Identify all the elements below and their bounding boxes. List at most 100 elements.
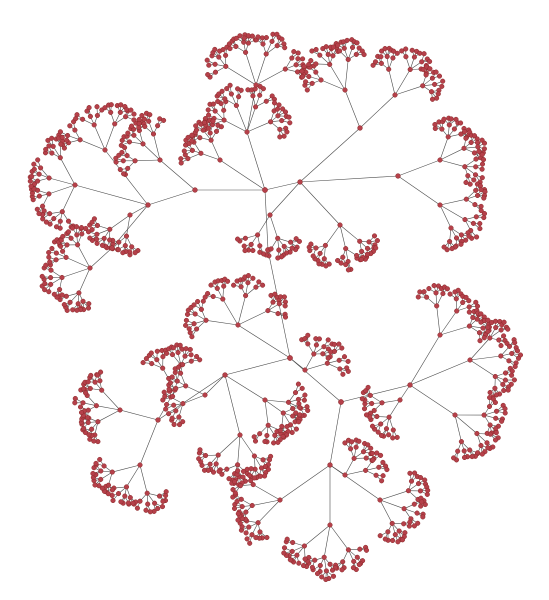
graph-node <box>173 385 179 391</box>
graph-node <box>419 59 425 65</box>
graph-edge <box>119 409 159 421</box>
graph-node <box>156 493 163 499</box>
graph-node <box>431 283 437 289</box>
graph-node <box>46 143 52 149</box>
graph-edge <box>339 224 360 242</box>
graph-node <box>310 253 316 259</box>
graph-node <box>437 332 443 338</box>
graph-node <box>53 250 59 256</box>
graph-node <box>415 481 422 487</box>
graph-node <box>233 102 239 109</box>
graph-node <box>268 119 274 125</box>
graph-edge <box>329 464 346 476</box>
graph-node <box>462 164 468 170</box>
graph-node <box>349 44 356 51</box>
graph-node <box>113 155 119 161</box>
graph-edge <box>304 363 328 371</box>
graph-node <box>321 344 327 350</box>
graph-edge <box>129 204 149 216</box>
graph-node <box>139 112 145 119</box>
graph-node <box>216 91 222 97</box>
graph-node <box>77 137 83 143</box>
graph-edge <box>205 320 239 326</box>
graph-node <box>95 372 101 378</box>
graph-edge <box>135 159 161 162</box>
graph-node <box>43 262 49 268</box>
graph-node <box>160 498 166 504</box>
graph-node <box>395 539 401 545</box>
graph-node <box>178 156 184 162</box>
graph-node <box>498 343 504 349</box>
graph-node <box>509 350 515 357</box>
graph-node <box>188 352 194 358</box>
graph-node <box>265 466 271 472</box>
graph-node <box>501 333 507 339</box>
graph-node <box>335 257 341 264</box>
graph-node <box>192 187 198 193</box>
graph-node <box>297 412 303 418</box>
graph-node <box>325 51 331 58</box>
graph-node <box>80 400 86 406</box>
graph-node <box>176 422 183 428</box>
graph-node <box>353 51 359 57</box>
graph-node <box>322 242 328 248</box>
graph-node <box>415 520 421 526</box>
graph-node <box>327 522 333 528</box>
graph-node <box>426 286 432 292</box>
graph-node <box>377 497 383 503</box>
graph-node <box>313 46 319 53</box>
graph-node <box>161 117 167 123</box>
graph-node <box>206 62 212 68</box>
graph-node <box>474 303 481 309</box>
graph-node <box>302 336 308 342</box>
graph-node <box>447 238 453 245</box>
graph-node <box>217 157 223 163</box>
graph-node <box>284 536 290 542</box>
graph-node <box>290 406 296 412</box>
graph-node <box>369 423 376 429</box>
graph-node <box>479 175 485 181</box>
graph-node <box>219 88 225 94</box>
graph-edge <box>79 139 106 151</box>
graph-node <box>35 157 41 163</box>
graph-node <box>305 332 311 338</box>
graph-node <box>331 341 337 347</box>
graph-node <box>312 557 318 563</box>
graph-node <box>313 69 319 75</box>
graph-node <box>268 246 274 252</box>
graph-node <box>123 114 129 120</box>
graph-node <box>282 66 288 72</box>
graph-node <box>409 47 415 53</box>
graph-node <box>466 309 472 315</box>
graph-node <box>364 245 371 251</box>
graph-node <box>440 78 446 84</box>
graph-node <box>411 54 417 60</box>
graph-node <box>78 409 85 416</box>
graph-node <box>260 86 266 92</box>
graph-node <box>132 158 138 164</box>
graph-node <box>364 251 371 257</box>
graph-node <box>401 521 407 527</box>
graph-node <box>60 233 66 239</box>
graph-node <box>452 412 458 418</box>
graph-edge <box>96 405 121 411</box>
graph-node <box>481 412 487 418</box>
graph-node <box>501 319 507 325</box>
graph-node <box>145 202 151 208</box>
graph-node <box>240 474 246 480</box>
graph-node <box>289 55 295 61</box>
graph-node <box>94 112 100 119</box>
graph-node <box>194 353 200 360</box>
graph-node <box>321 256 327 262</box>
graph-node <box>274 43 280 49</box>
graph-node <box>441 116 447 122</box>
graph-node <box>424 491 430 497</box>
graph-node <box>318 77 324 83</box>
graph-edge <box>74 184 149 206</box>
graph-node <box>243 509 249 515</box>
graph-node <box>305 407 311 414</box>
graph-node <box>376 464 382 470</box>
graph-node <box>87 113 93 119</box>
graph-node <box>42 281 48 287</box>
graph-node <box>287 120 293 126</box>
